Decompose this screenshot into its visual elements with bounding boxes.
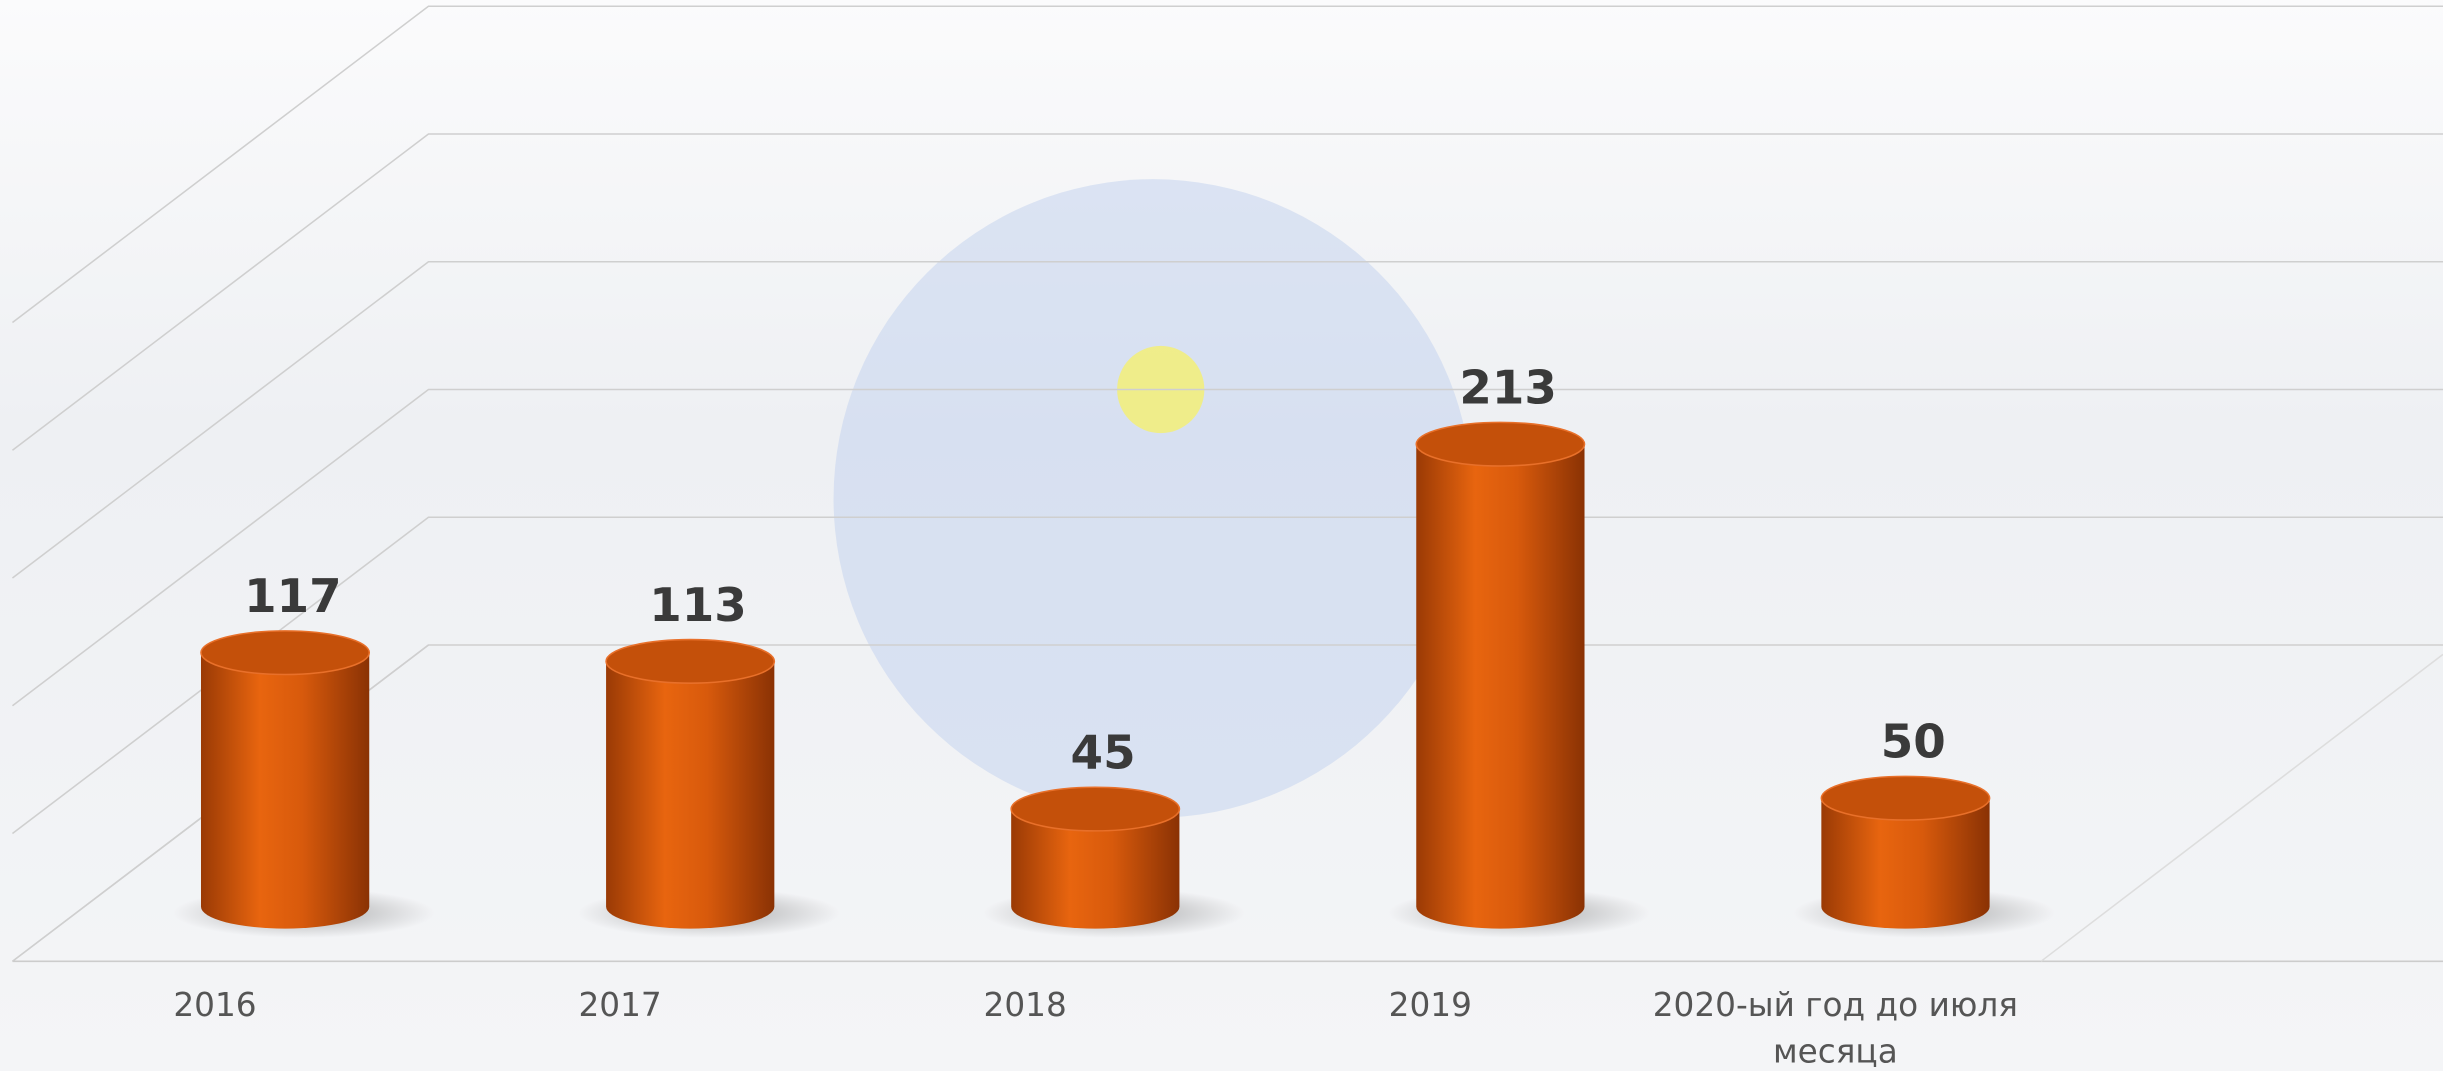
bar-top [1010,786,1181,832]
bar-top [200,630,371,676]
grid-line [11,516,2443,835]
value-label: 213 [1459,362,1557,416]
x-tick-wrap: 2016 [173,986,257,1024]
value-label: 117 [244,570,342,624]
bar-top [1820,775,1991,821]
bar-top [1415,421,1586,467]
x-tick-label: 2016 [173,986,257,1024]
floor-side [2040,653,2443,962]
bar [606,661,775,929]
bar [1821,798,1990,929]
x-tick-label: 2020-ый год до июля месяца [1652,986,2018,1071]
bar [200,652,370,929]
value-label: 113 [649,579,747,633]
x-tick-label: 2018 [983,986,1067,1024]
grid-line [11,260,2443,579]
emblem [833,179,1473,818]
x-tick-label: 2017 [578,986,662,1024]
bar-top [605,638,776,684]
grid-line [11,644,2443,962]
bar [1011,809,1180,929]
x-tick-wrap: 2018 [983,986,1067,1024]
bar [1416,444,1585,929]
x-tick-label: 2019 [1388,986,1472,1024]
value-label: 45 [1071,727,1136,781]
x-tick-wrap: 2017 [578,986,662,1024]
grid-line [11,133,2443,451]
x-tick-wrap: 2019 [1388,986,1472,1024]
grid-line [11,5,2443,324]
x-tick-wrap: 2020-ый год до июля месяца [1652,986,2018,1071]
grid-line [11,388,2443,707]
value-label: 50 [1881,716,1946,770]
